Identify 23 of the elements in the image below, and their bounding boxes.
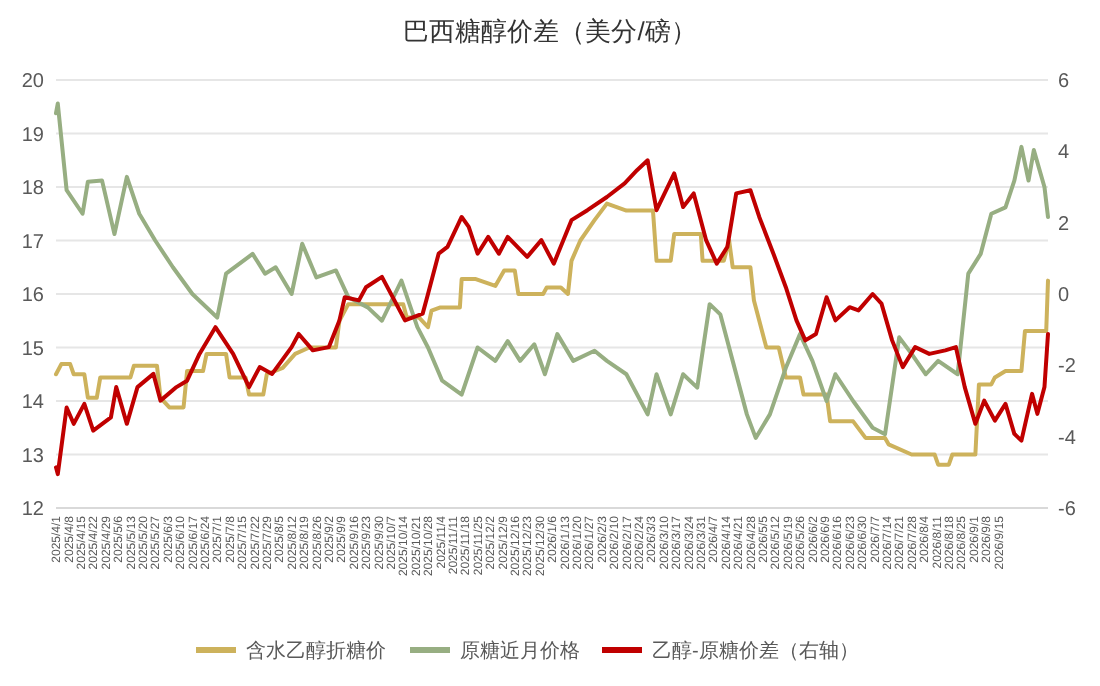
y-tick-label: 17 — [21, 231, 45, 254]
y-tick-label: 13 — [21, 445, 45, 468]
y2-tick-label: -2 — [1058, 356, 1077, 379]
y-tick-label: 12 — [21, 499, 45, 521]
y-tick-label: 14 — [21, 392, 45, 414]
y2-tick-label: -4 — [1058, 427, 1077, 450]
line-series — [54, 158, 1050, 477]
y-tick-label: 18 — [21, 178, 45, 200]
line-series — [54, 101, 1050, 440]
y2-tick-label: 0 — [1058, 285, 1070, 307]
y2-tick-label: -6 — [1058, 499, 1077, 521]
legend-label: 原糖近月价格 — [460, 639, 580, 663]
y-tick-label: 19 — [21, 124, 45, 147]
legend-label: 含水乙醇折糖价 — [246, 639, 386, 663]
legend-label: 乙醇-原糖价差（右轴） — [652, 639, 859, 663]
chart-title: 巴西糖醇价差（美分/磅） — [403, 16, 697, 46]
y2-tick-label: 4 — [1058, 142, 1070, 165]
line-series — [54, 201, 1050, 467]
y-tick-label: 15 — [21, 338, 45, 361]
y-tick-label: 20 — [21, 71, 45, 93]
y-tick-label: 16 — [21, 285, 45, 307]
y2-tick-label: 6 — [1058, 71, 1070, 93]
y2-tick-label: 2 — [1058, 213, 1070, 236]
